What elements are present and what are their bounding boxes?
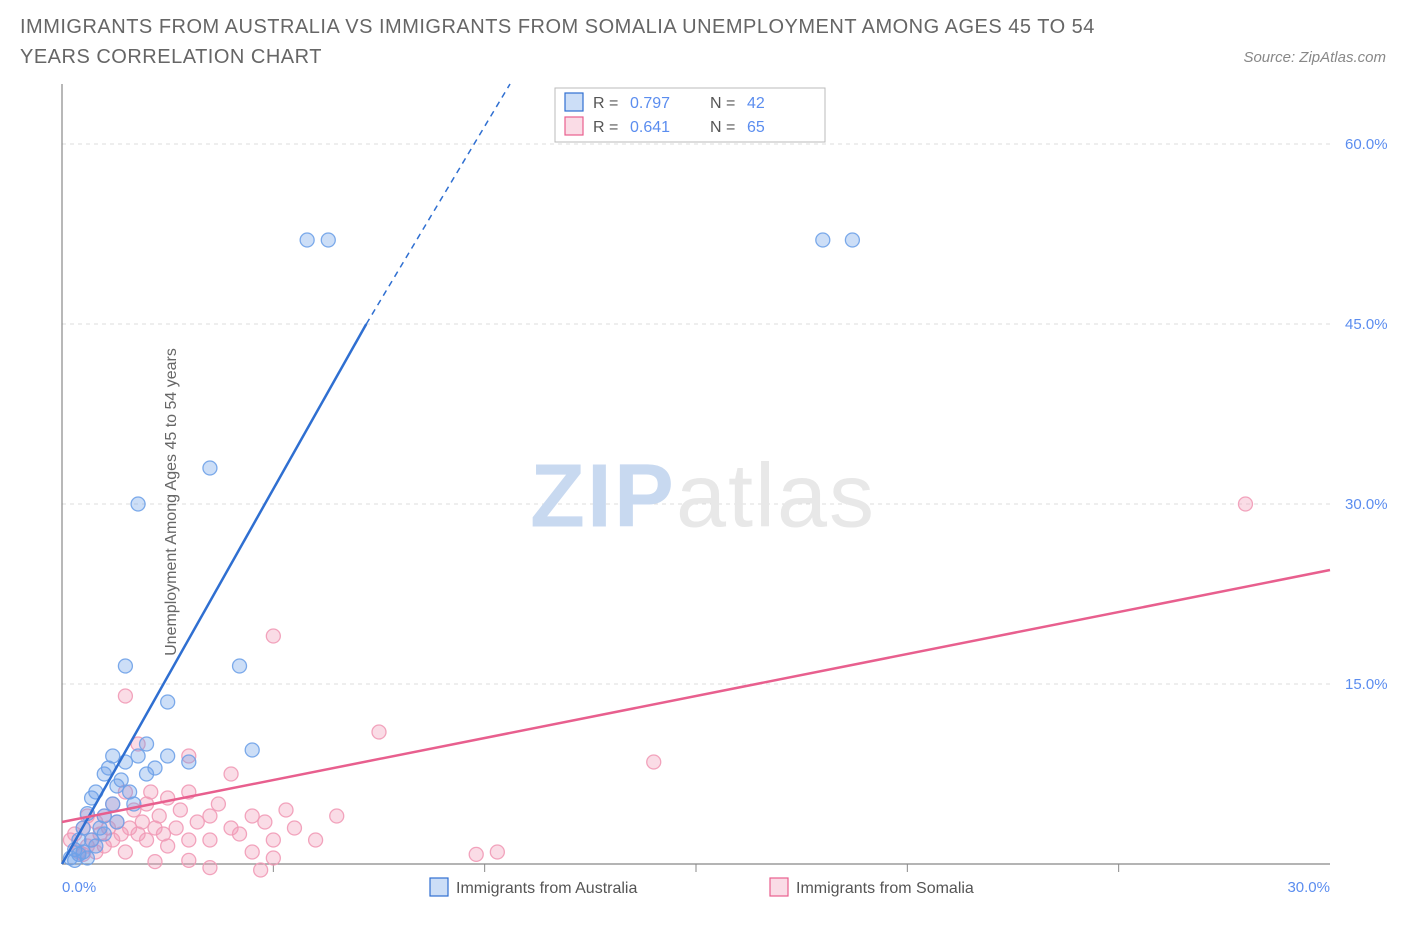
data-point (152, 809, 166, 823)
data-point (118, 689, 132, 703)
y-tick-label: 60.0% (1345, 136, 1388, 153)
data-point (135, 815, 149, 829)
data-point (182, 853, 196, 867)
legend-swatch (565, 117, 583, 135)
source-attribution: Source: ZipAtlas.com (1243, 49, 1386, 66)
data-point (173, 803, 187, 817)
legend-stat-R: R = (593, 95, 618, 112)
data-point (97, 827, 111, 841)
data-point (161, 695, 175, 709)
data-point (203, 833, 217, 847)
legend-swatch (770, 878, 788, 896)
stats-legend: R = 0.797 N = 42 R = 0.641 N = 65 (555, 88, 825, 142)
legend-swatch (565, 93, 583, 111)
chart-container: Unemployment Among Ages 45 to 54 years Z… (0, 72, 1406, 930)
legend-stat-R: R = (593, 119, 618, 136)
data-point (203, 461, 217, 475)
y-tick-label: 45.0% (1345, 316, 1388, 333)
legend-stat-N-value: 42 (747, 95, 765, 112)
legend-swatch (430, 878, 448, 896)
data-point (106, 797, 120, 811)
x-tick-label: 30.0% (1287, 879, 1330, 896)
data-point (224, 767, 238, 781)
data-point (245, 845, 259, 859)
legend-stat-R-value: 0.797 (630, 95, 670, 112)
data-point (233, 659, 247, 673)
data-point (816, 233, 830, 247)
trend-line (62, 324, 366, 864)
data-point (1238, 497, 1252, 511)
data-point (490, 845, 504, 859)
data-point (254, 863, 268, 877)
data-point (144, 785, 158, 799)
legend-label: Immigrants from Somalia (796, 880, 974, 897)
trend-line-extrapolation (366, 84, 510, 324)
data-point (245, 743, 259, 757)
legend-stat-N: N = (710, 95, 735, 112)
data-point (106, 749, 120, 763)
data-point (68, 853, 82, 867)
data-point (330, 809, 344, 823)
data-point (161, 749, 175, 763)
data-point (309, 833, 323, 847)
data-point (148, 855, 162, 869)
y-tick-label: 30.0% (1345, 496, 1388, 513)
data-point (110, 815, 124, 829)
trend-line (62, 570, 1330, 822)
data-point (182, 833, 196, 847)
data-point (266, 851, 280, 865)
correlation-chart: 15.0% 30.0% 45.0% 60.0% 0.0% 30.0% R = 0.797 N … (0, 72, 1406, 914)
data-point (845, 233, 859, 247)
data-point (279, 803, 293, 817)
y-tick-label: 15.0% (1345, 676, 1388, 693)
data-point (131, 497, 145, 511)
data-point (203, 861, 217, 875)
legend-stat-N-value: 65 (747, 119, 765, 136)
data-point (321, 233, 335, 247)
data-point (97, 809, 111, 823)
data-point (203, 809, 217, 823)
data-point (190, 815, 204, 829)
data-point (161, 839, 175, 853)
data-point (131, 749, 145, 763)
data-point (89, 839, 103, 853)
data-point (118, 659, 132, 673)
legend-label: Immigrants from Australia (456, 880, 637, 897)
data-point (245, 809, 259, 823)
header: IMMIGRANTS FROM AUSTRALIA VS IMMIGRANTS … (0, 0, 1406, 72)
legend-stat-R-value: 0.641 (630, 119, 670, 136)
data-point (140, 737, 154, 751)
data-point (233, 827, 247, 841)
chart-title: IMMIGRANTS FROM AUSTRALIA VS IMMIGRANTS … (20, 12, 1170, 72)
data-point (114, 773, 128, 787)
data-point (287, 821, 301, 835)
data-point (647, 755, 661, 769)
data-point (211, 797, 225, 811)
legend-stat-N: N = (710, 119, 735, 136)
data-point (266, 629, 280, 643)
data-point (140, 833, 154, 847)
data-point (169, 821, 183, 835)
data-point (266, 833, 280, 847)
data-point (258, 815, 272, 829)
data-point (118, 845, 132, 859)
data-point (182, 755, 196, 769)
data-point (469, 847, 483, 861)
y-axis-label: Unemployment Among Ages 45 to 54 years (163, 348, 181, 656)
data-point (148, 761, 162, 775)
data-point (300, 233, 314, 247)
x-tick-label: 0.0% (62, 879, 96, 896)
series-legend: Immigrants from Australia Immigrants from… (430, 878, 974, 897)
data-point (372, 725, 386, 739)
